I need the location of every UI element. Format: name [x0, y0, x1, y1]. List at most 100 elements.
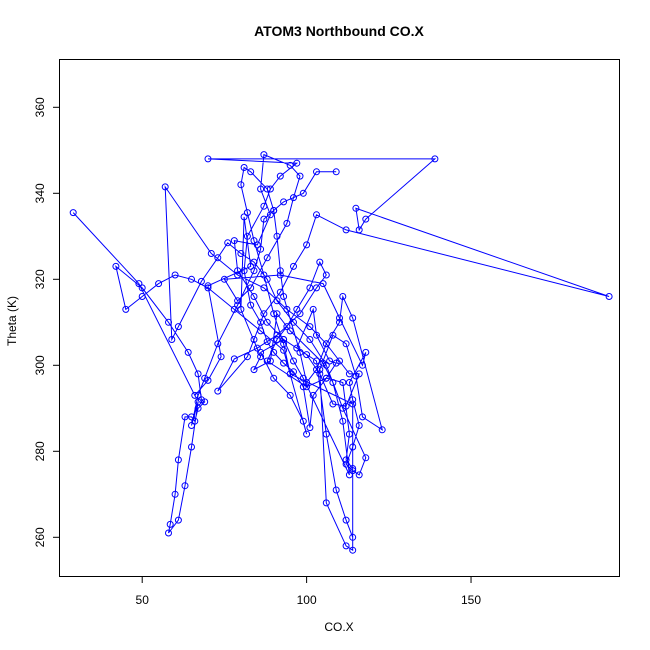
- data-point: [220, 275, 228, 283]
- data-point: [230, 355, 238, 363]
- data-point: [263, 357, 271, 365]
- data-point: [155, 280, 163, 288]
- data-point: [322, 340, 330, 348]
- data-point: [352, 204, 360, 212]
- data-point: [253, 344, 261, 352]
- data-point: [171, 271, 179, 279]
- data-point: [329, 331, 337, 339]
- data-point: [234, 301, 242, 309]
- data-point: [332, 486, 340, 494]
- data-point: [299, 189, 307, 197]
- data-point: [247, 262, 255, 270]
- x-tick-label: 150: [461, 593, 481, 607]
- data-point: [234, 297, 242, 305]
- data-point: [273, 310, 281, 318]
- data-point: [243, 353, 251, 361]
- data-point: [316, 370, 324, 378]
- data-point: [306, 336, 314, 343]
- data-point: [322, 271, 330, 279]
- data-point: [342, 456, 350, 464]
- data-point: [257, 318, 265, 326]
- data-point: [431, 155, 439, 163]
- data-point: [250, 366, 258, 374]
- data-point: [270, 374, 278, 382]
- data-point: [303, 241, 311, 249]
- y-tick-label: 260: [33, 527, 47, 547]
- data-point: [313, 366, 320, 374]
- data-point: [329, 379, 337, 386]
- data-point: [339, 379, 347, 386]
- data-point: [313, 211, 320, 219]
- data-point: [349, 533, 357, 541]
- data-point: [280, 293, 288, 300]
- data-point: [280, 198, 288, 206]
- data-point: [339, 293, 347, 300]
- data-point: [273, 331, 281, 339]
- data-point: [260, 202, 268, 210]
- data-point: [257, 327, 265, 335]
- data-point: [355, 226, 363, 234]
- data-point: [345, 379, 353, 386]
- data-point: [188, 422, 195, 429]
- data-point: [276, 267, 284, 275]
- y-tick-label: 280: [33, 441, 47, 461]
- data-point: [214, 340, 222, 348]
- data-point: [296, 172, 304, 180]
- data-point: [286, 391, 294, 399]
- data-point: [359, 361, 366, 369]
- data-point: [243, 232, 251, 240]
- data-point: [362, 215, 370, 223]
- data-point: [332, 359, 340, 367]
- data-point: [174, 516, 182, 524]
- data-point: [184, 348, 192, 356]
- data-point: [217, 353, 225, 361]
- data-point: [230, 237, 238, 245]
- data-point: [257, 348, 265, 356]
- data-point: [355, 422, 363, 429]
- data-point: [201, 398, 209, 406]
- data-point: [165, 529, 172, 537]
- data-point: [349, 465, 357, 472]
- data-point: [247, 168, 255, 176]
- data-point: [349, 396, 357, 404]
- data-point: [240, 267, 248, 275]
- data-point: [247, 301, 255, 309]
- y-axis: 260 280 300 320 340 360: [33, 97, 60, 547]
- data-point: [171, 490, 179, 498]
- data-point: [342, 226, 350, 234]
- data-point: [191, 417, 199, 425]
- data-point: [240, 164, 248, 171]
- data-point: [270, 348, 278, 356]
- data-point: [349, 314, 357, 322]
- plot-frame: [59, 59, 620, 577]
- data-point: [339, 417, 347, 425]
- data-point: [250, 237, 258, 245]
- x-axis-label: CO.X: [324, 620, 353, 634]
- data-point: [605, 293, 613, 300]
- x-tick-label: 50: [136, 593, 150, 607]
- data-point: [204, 284, 212, 292]
- data-point: [237, 305, 245, 313]
- data-point: [283, 323, 291, 331]
- data-point: [329, 400, 337, 408]
- data-point: [342, 460, 350, 468]
- data-point: [322, 361, 330, 369]
- data-point: [306, 323, 314, 331]
- data-point: [276, 271, 284, 279]
- data-point: [342, 340, 350, 348]
- data-point: [299, 417, 307, 425]
- data-point: [359, 413, 366, 421]
- data-point: [296, 348, 304, 356]
- data-point: [349, 400, 357, 408]
- data-point: [194, 370, 202, 378]
- data-point: [349, 467, 357, 475]
- data-point: [306, 424, 314, 432]
- series-layer: [69, 151, 613, 554]
- data-point: [319, 280, 327, 288]
- data-point: [362, 348, 370, 356]
- data-point: [174, 323, 182, 331]
- data-point: [280, 359, 288, 367]
- data-point: [122, 305, 130, 313]
- data-point: [263, 338, 271, 346]
